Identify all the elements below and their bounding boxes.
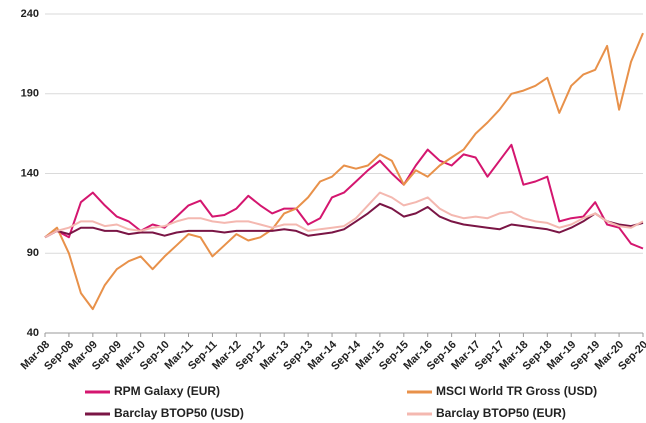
y-tick-label: 190 <box>21 88 39 100</box>
series-line <box>44 143 644 250</box>
y-tick-label: 40 <box>27 327 39 339</box>
series-line <box>44 32 644 311</box>
y-tick-label: 90 <box>27 247 39 259</box>
series-line <box>44 202 644 239</box>
legend-label: RPM Galaxy (EUR) <box>114 384 220 398</box>
series-line <box>44 191 644 239</box>
legend-label: MSCI World TR Gross (USD) <box>436 384 597 398</box>
legend-label: Barclay BTOP50 (USD) <box>114 406 244 420</box>
y-tick-label: 140 <box>21 167 39 179</box>
y-tick-label: 240 <box>21 8 39 20</box>
legend-label: Barclay BTOP50 (EUR) <box>436 406 566 420</box>
